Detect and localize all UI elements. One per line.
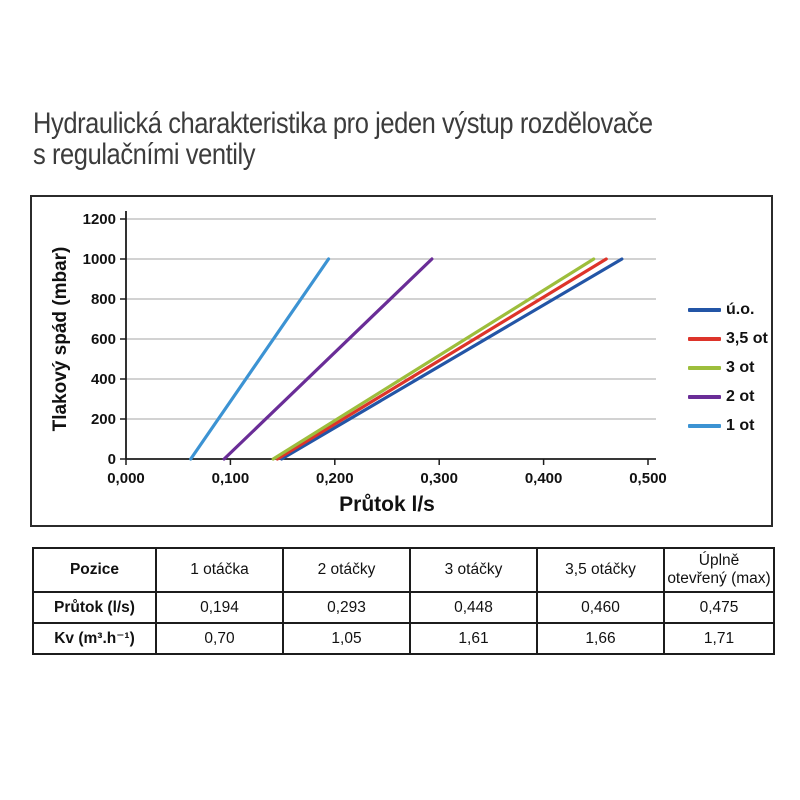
legend-swatch-icon — [688, 337, 721, 341]
page-title: Hydraulická charakteristika pro jeden vý… — [33, 108, 653, 170]
x-tick-label: 0,000 — [107, 470, 145, 487]
legend-swatch-icon — [688, 424, 721, 428]
prutok-value-5: 0,475 — [663, 591, 775, 624]
header-2-otacky: 2 otáčky — [282, 547, 411, 593]
y-tick-label: 400 — [91, 371, 116, 388]
series-line-2 ot — [222, 257, 434, 461]
legend-label: 2 ot — [726, 388, 755, 405]
legend-entry-3,5 ot: 3,5 ot — [688, 330, 768, 348]
hydraulic-chart: 0 200 400 600 800 1000 1200 0,000 0,100 0,200 0,30… — [30, 195, 773, 527]
y-tick-label: 1200 — [83, 211, 116, 228]
page-title-line2: s regulačními ventily — [33, 138, 256, 171]
legend-label: ú.o. — [726, 301, 755, 318]
table-row-kv: Kv (m³.h⁻¹) 0,70 1,05 1,61 1,66 1,71 — [32, 622, 775, 655]
valve-table: Pozice 1 otáčka 2 otáčky 3 otáčky 3,5 ot… — [32, 547, 775, 655]
table-header-row: Pozice 1 otáčka 2 otáčky 3 otáčky 3,5 ot… — [32, 547, 775, 593]
legend-entry-ú.o.: ú.o. — [688, 301, 768, 319]
prutok-value-1: 0,194 — [155, 591, 284, 624]
header-1-otacka: 1 otáčka — [155, 547, 284, 593]
kv-value-3: 1,61 — [409, 622, 538, 655]
page-title-line1: Hydraulická charakteristika pro jeden vý… — [33, 107, 653, 140]
legend-swatch-icon — [688, 395, 721, 399]
header-3-otacky: 3 otáčky — [409, 547, 538, 593]
y-axis-title: Tlakový spád (mbar) — [50, 247, 71, 432]
series-line-3 ot — [271, 257, 596, 461]
header-uplne-otevreny: Úplně otevřený (max) — [663, 547, 775, 593]
prutok-value-3: 0,448 — [409, 591, 538, 624]
y-tick-label: 200 — [91, 411, 116, 428]
y-tick-label: 800 — [91, 291, 116, 308]
prutok-value-4: 0,460 — [536, 591, 665, 624]
x-tick-label: 0,400 — [525, 470, 563, 487]
series-line-ú.o. — [279, 257, 624, 461]
legend-entry-3 ot: 3 ot — [688, 359, 768, 377]
x-tick-label: 0,100 — [212, 470, 250, 487]
chart-legend: ú.o. 3,5 ot 3 ot 2 ot 1 ot — [688, 301, 768, 435]
legend-swatch-icon — [688, 366, 721, 370]
y-tick-label: 600 — [91, 331, 116, 348]
x-axis-title: Průtok l/s — [339, 493, 435, 516]
kv-value-5: 1,71 — [663, 622, 775, 655]
series-line-1 ot — [189, 257, 331, 461]
y-tick-label: 0 — [108, 451, 116, 468]
prutok-value-2: 0,293 — [282, 591, 411, 624]
legend-swatch-icon — [688, 308, 721, 312]
row-label-kv: Kv (m³.h⁻¹) — [32, 622, 157, 655]
x-tick-label: 0,200 — [316, 470, 354, 487]
legend-entry-1 ot: 1 ot — [688, 417, 768, 435]
y-tick-label: 1000 — [83, 251, 116, 268]
legend-label: 3,5 ot — [726, 330, 768, 347]
header-35-otacky: 3,5 otáčky — [536, 547, 665, 593]
legend-entry-2 ot: 2 ot — [688, 388, 768, 406]
x-tick-label: 0,300 — [420, 470, 458, 487]
x-tick-label: 0,500 — [629, 470, 667, 487]
row-label-prutok: Průtok (l/s) — [32, 591, 157, 624]
legend-label: 1 ot — [726, 417, 755, 434]
header-pozice: Pozice — [32, 547, 157, 593]
table-row-prutok: Průtok (l/s) 0,194 0,293 0,448 0,460 0,4… — [32, 591, 775, 624]
kv-value-2: 1,05 — [282, 622, 411, 655]
chart-svg: 0 200 400 600 800 1000 1200 0,000 0,100 0,200 0,30… — [50, 211, 667, 516]
kv-value-1: 0,70 — [155, 622, 284, 655]
series-line-3,5 ot — [275, 257, 608, 461]
legend-label: 3 ot — [726, 359, 755, 376]
kv-value-4: 1,66 — [536, 622, 665, 655]
